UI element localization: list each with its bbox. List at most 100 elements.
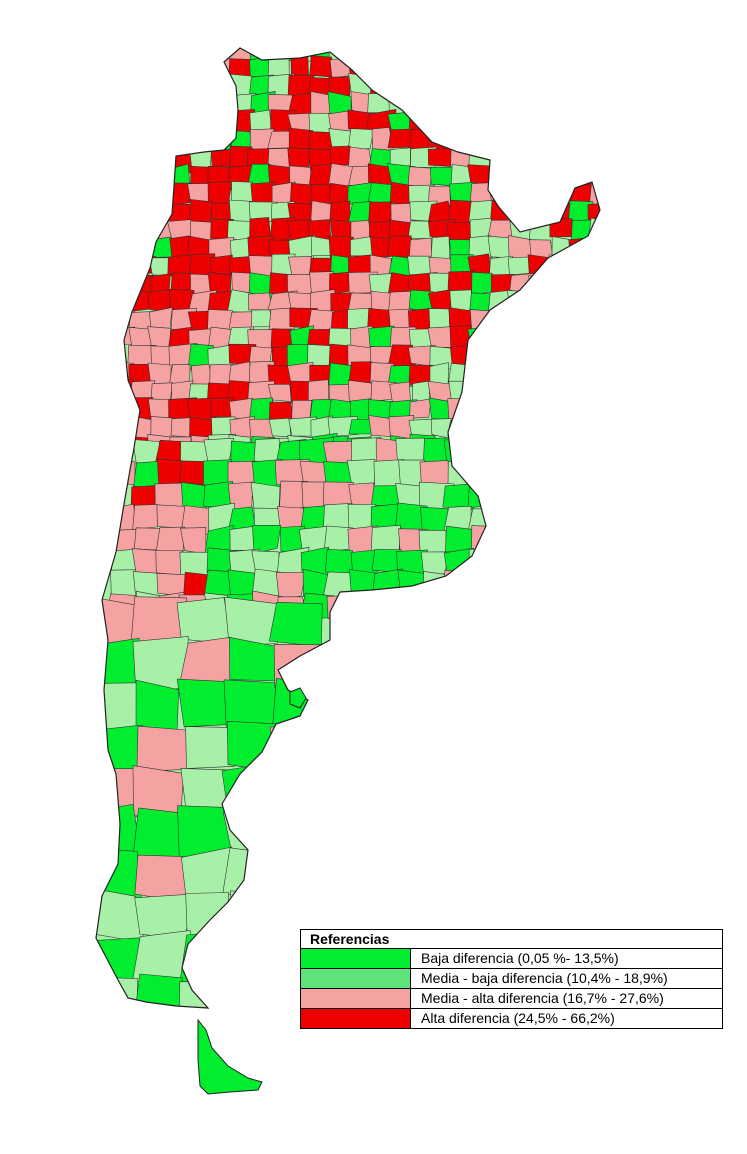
department	[268, 417, 291, 438]
department	[490, 309, 514, 335]
department	[108, 397, 133, 426]
department	[528, 275, 551, 296]
department	[350, 591, 381, 620]
department	[370, 524, 401, 553]
legend-swatch-alta	[301, 1009, 411, 1028]
department	[467, 591, 496, 621]
department	[528, 398, 559, 427]
department	[507, 379, 535, 406]
department	[546, 58, 576, 83]
department	[395, 590, 426, 619]
department	[369, 235, 394, 259]
department	[528, 290, 553, 314]
department	[110, 92, 134, 116]
department	[348, 361, 373, 384]
department	[203, 459, 232, 486]
department	[429, 92, 456, 118]
department	[530, 127, 557, 155]
department	[467, 128, 494, 150]
department	[527, 111, 557, 134]
department	[487, 397, 516, 423]
department	[189, 147, 212, 169]
department	[549, 218, 573, 238]
department	[548, 92, 572, 118]
department	[107, 272, 134, 298]
department	[487, 417, 513, 437]
department	[507, 326, 537, 353]
department	[567, 57, 597, 80]
department	[549, 344, 574, 366]
department	[527, 326, 551, 352]
department	[589, 435, 600, 459]
department	[587, 273, 600, 296]
department	[149, 163, 175, 191]
department	[275, 806, 330, 860]
department	[508, 307, 533, 334]
department	[507, 58, 533, 79]
department	[268, 601, 323, 648]
department	[127, 48, 154, 66]
department	[169, 48, 193, 63]
department	[449, 48, 472, 63]
department	[272, 846, 330, 898]
department	[507, 365, 536, 384]
department	[128, 74, 154, 101]
department	[207, 48, 231, 62]
department	[178, 981, 237, 1008]
legend-title: Referencias	[301, 930, 722, 949]
department	[223, 931, 287, 982]
department	[204, 569, 232, 598]
legend-label-alta: Alta diferencia (24,5% - 66,2%)	[421, 1010, 615, 1026]
department	[96, 976, 138, 1008]
department	[487, 48, 516, 67]
department	[446, 433, 476, 460]
department	[468, 57, 492, 82]
legend-label-media-baja: Media - baja diferencia (10,4% - 18,9%)	[421, 970, 668, 986]
department	[588, 416, 600, 439]
department	[267, 383, 292, 403]
department	[551, 327, 578, 349]
department	[408, 75, 436, 95]
department	[468, 109, 494, 134]
department	[587, 379, 600, 405]
department	[188, 73, 218, 96]
department	[568, 397, 595, 424]
department	[489, 163, 512, 189]
department	[348, 48, 376, 61]
department	[127, 239, 151, 264]
department	[133, 973, 183, 1008]
department	[588, 48, 600, 63]
department	[188, 128, 214, 152]
department	[149, 73, 173, 98]
department	[509, 127, 535, 156]
department	[494, 459, 520, 490]
department	[148, 236, 174, 258]
department	[409, 91, 437, 119]
department	[467, 164, 498, 186]
department	[547, 399, 572, 424]
department	[491, 573, 522, 595]
department	[528, 307, 557, 336]
department	[589, 92, 600, 117]
department	[427, 58, 455, 80]
department	[528, 182, 551, 211]
department	[547, 74, 573, 98]
department	[128, 181, 156, 207]
legend-swatch-media-baja	[301, 969, 411, 988]
department	[148, 48, 177, 61]
department	[526, 73, 553, 101]
department	[329, 219, 355, 239]
department	[189, 91, 215, 116]
department	[149, 146, 172, 172]
department	[128, 57, 156, 82]
department	[222, 847, 281, 896]
department	[568, 292, 596, 313]
department	[185, 726, 235, 769]
department	[448, 362, 474, 383]
department	[588, 361, 600, 384]
department	[470, 48, 496, 65]
department	[569, 329, 590, 352]
department	[110, 58, 135, 81]
department	[567, 253, 597, 280]
coastal-islet	[289, 687, 307, 709]
